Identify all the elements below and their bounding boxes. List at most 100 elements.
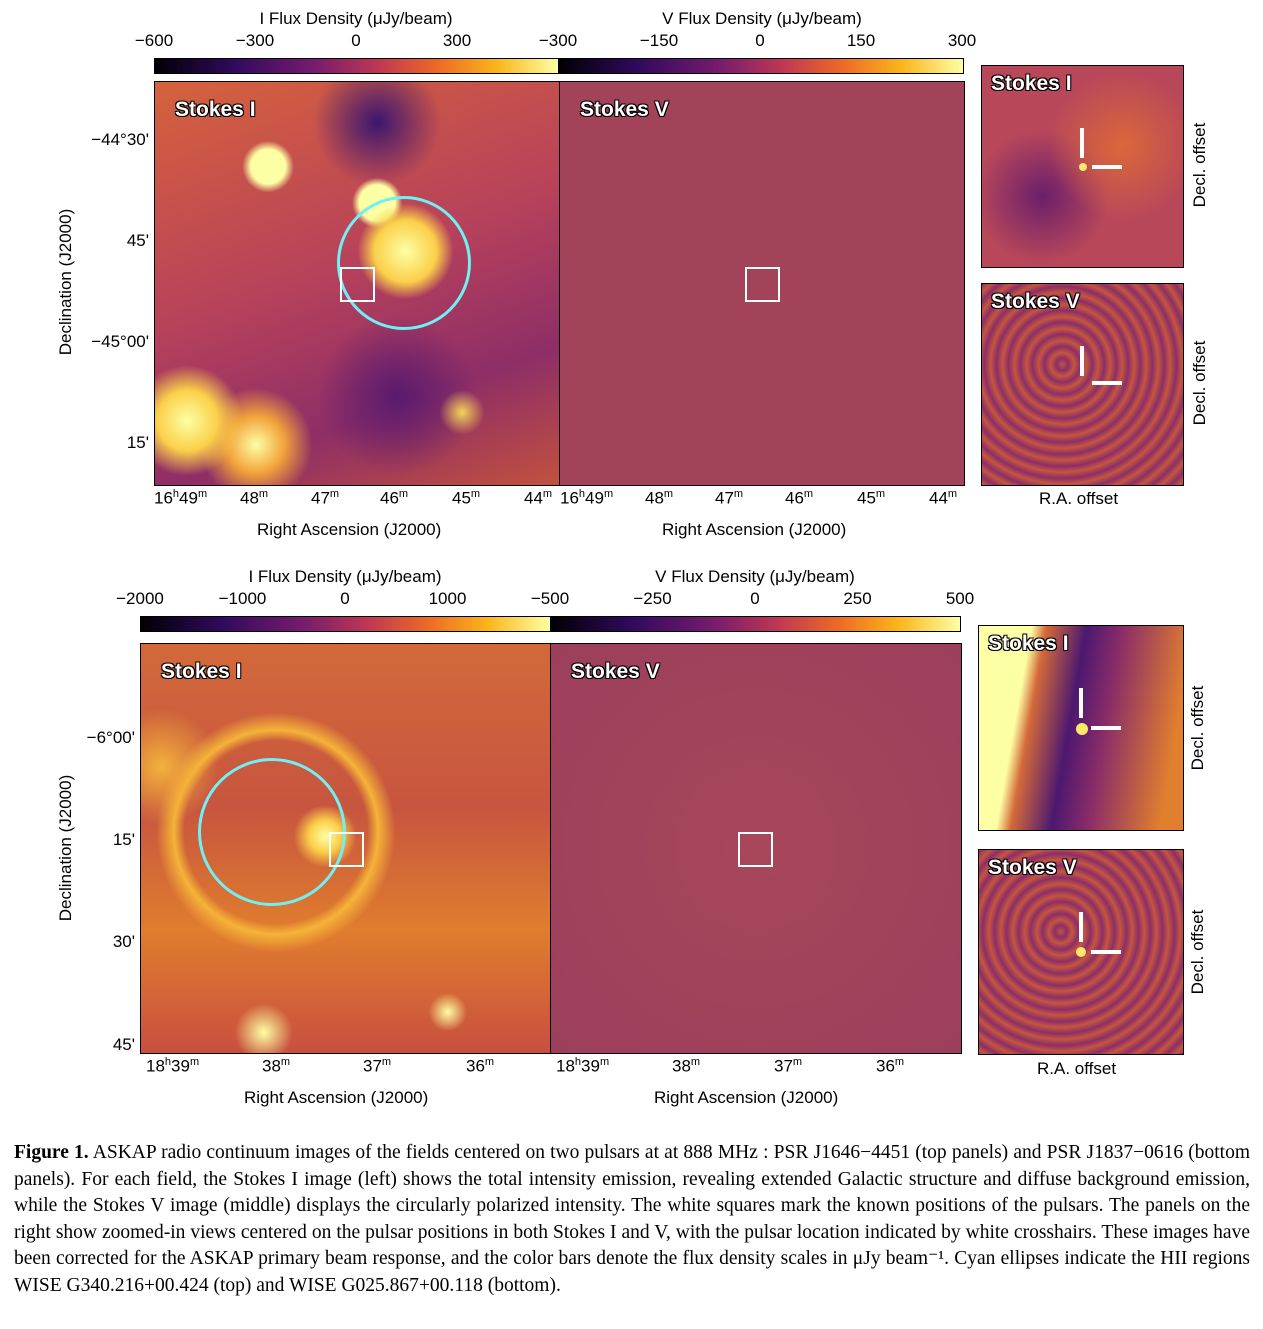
colorbar-tick-label: −2000 xyxy=(116,589,164,608)
hii-region-ellipse xyxy=(198,758,346,906)
pulsar-position-square xyxy=(745,267,780,302)
tick-value: 47 xyxy=(311,488,330,508)
ra-tick-label: 37m xyxy=(774,1056,802,1077)
unit-superscript: h xyxy=(578,488,586,500)
ra-tick-label: 47m xyxy=(715,488,743,509)
bottom-zoom-v-ylabel: Decl. offset xyxy=(1188,909,1207,995)
tick-value: 47 xyxy=(715,488,734,508)
colorbar-tick-label: 0 xyxy=(340,589,350,608)
ra-tick-label: 46m xyxy=(785,488,813,509)
unit-superscript: m xyxy=(484,1056,495,1068)
crosshair-horizontal xyxy=(1091,950,1121,954)
panel-title: Stokes V xyxy=(991,290,1080,313)
unit-superscript: m xyxy=(258,488,269,500)
pulsar-position-square xyxy=(340,267,375,302)
tick-value: 39 xyxy=(581,1056,600,1076)
top-zoom-stokes-i: Stokes I xyxy=(981,65,1184,268)
ra-tick-label: 45m xyxy=(857,488,885,509)
top-zoom-v-ylabel: Decl. offset xyxy=(1190,340,1209,426)
tick-value: 48 xyxy=(645,488,664,508)
bottom-stokes-i-image: Stokes I xyxy=(140,643,551,1054)
colorbar-tick-label: −300 xyxy=(235,31,275,50)
unit-superscript: m xyxy=(947,488,958,500)
unit-superscript: m xyxy=(542,488,553,500)
colorbar-tick-label: 0 xyxy=(750,589,760,608)
tick-value: 38 xyxy=(262,1056,281,1076)
dec-tick-label: 45' xyxy=(126,231,149,250)
ra-tick-label: 44m xyxy=(929,488,957,509)
tick-value: 44 xyxy=(524,488,543,508)
unit-superscript: m xyxy=(803,488,814,500)
colorbar-tick-label: 0 xyxy=(351,31,361,50)
bottom-zoom-stokes-v: Stokes V xyxy=(978,849,1184,1055)
top-colorbar-v-title: V Flux Density (μJy/beam) xyxy=(662,9,862,28)
ra-tick-label: 36m xyxy=(466,1056,494,1077)
unit-superscript: m xyxy=(470,488,481,500)
top-stokes-v-image: Stokes V xyxy=(559,81,965,486)
bottom-colorbar-i-title: I Flux Density (μJy/beam) xyxy=(248,567,442,586)
caption-label: Figure 1. xyxy=(14,1142,89,1163)
unit-superscript: m xyxy=(603,488,614,500)
unit-superscript: m xyxy=(197,488,208,500)
ra-tick-label: 48m xyxy=(645,488,673,509)
panel-title: Stokes I xyxy=(175,98,256,121)
dec-tick-label: 15' xyxy=(126,433,149,452)
dec-tick-label: −6°00' xyxy=(86,728,135,747)
colorbar-tick-label: 250 xyxy=(843,589,872,608)
bottom-ylabel: Declination (J2000) xyxy=(56,774,75,922)
ra-tick-label: 45m xyxy=(452,488,480,509)
crosshair-vertical xyxy=(1079,688,1083,718)
tick-value: 49 xyxy=(179,488,198,508)
dec-tick-label: −45°00' xyxy=(91,332,149,351)
tick-value: 36 xyxy=(876,1056,895,1076)
pulsar-source xyxy=(1076,723,1088,735)
ra-tick-label: 38m xyxy=(672,1056,700,1077)
bottom-colorbar-i xyxy=(140,616,551,632)
colorbar-tick-label: −1000 xyxy=(218,589,267,608)
unit-superscript: m xyxy=(663,488,674,500)
crosshair-vertical xyxy=(1080,128,1084,158)
ra-tick-label: 16h49m xyxy=(560,488,613,509)
top-stokes-i-image: Stokes I xyxy=(154,81,560,486)
ra-tick-label: 38m xyxy=(262,1056,290,1077)
unit-superscript: m xyxy=(280,1056,291,1068)
bottom-zoom-i-ylabel: Decl. offset xyxy=(1188,685,1207,771)
crosshair-horizontal xyxy=(1091,726,1121,730)
unit-superscript: m xyxy=(792,1056,803,1068)
pulsar-position-square xyxy=(738,832,773,867)
colorbar-tick-label: −600 xyxy=(134,31,174,50)
colorbar-tick-label: −150 xyxy=(639,31,679,50)
crosshair-horizontal xyxy=(1092,381,1122,385)
top-zoom-stokes-v: Stokes V xyxy=(981,283,1184,486)
bottom-stokes-v-image: Stokes V xyxy=(550,643,962,1054)
tick-value: 16 xyxy=(154,488,173,508)
tick-value: 48 xyxy=(240,488,259,508)
top-colorbar-v xyxy=(558,58,964,74)
caption-text: ASKAP radio continuum images of the fiel… xyxy=(14,1142,1250,1296)
crosshair-horizontal xyxy=(1092,165,1122,169)
colorbar-tick-label: 300 xyxy=(442,31,472,50)
bottom-zoom-stokes-i: Stokes I xyxy=(978,625,1184,831)
ra-tick-label: 36m xyxy=(876,1056,904,1077)
tick-value: 36 xyxy=(466,1056,485,1076)
tick-value: 37 xyxy=(363,1056,382,1076)
unit-superscript: m xyxy=(381,1056,392,1068)
crosshair-vertical xyxy=(1079,912,1083,942)
pulsar-source xyxy=(1079,163,1087,171)
hii-region-ellipse xyxy=(337,196,471,330)
ra-tick-label: 44m xyxy=(524,488,552,509)
panel-title: Stokes V xyxy=(580,98,669,121)
unit-superscript: m xyxy=(329,488,340,500)
unit-superscript: m xyxy=(875,488,886,500)
unit-superscript: h xyxy=(172,488,180,500)
ra-tick-label: 16h49m xyxy=(154,488,207,509)
unit-superscript: m xyxy=(189,1056,200,1068)
tick-value: 18 xyxy=(556,1056,575,1076)
ra-tick-label: 48m xyxy=(240,488,268,509)
tick-value: 18 xyxy=(146,1056,165,1076)
bottom-colorbar-v-title: V Flux Density (μJy/beam) xyxy=(655,567,855,586)
ra-tick-label: 18h39m xyxy=(146,1056,199,1077)
tick-value: 46 xyxy=(380,488,399,508)
top-colorbar-i-title: I Flux Density (μJy/beam) xyxy=(259,9,453,28)
panel-title: Stokes I xyxy=(988,632,1069,655)
